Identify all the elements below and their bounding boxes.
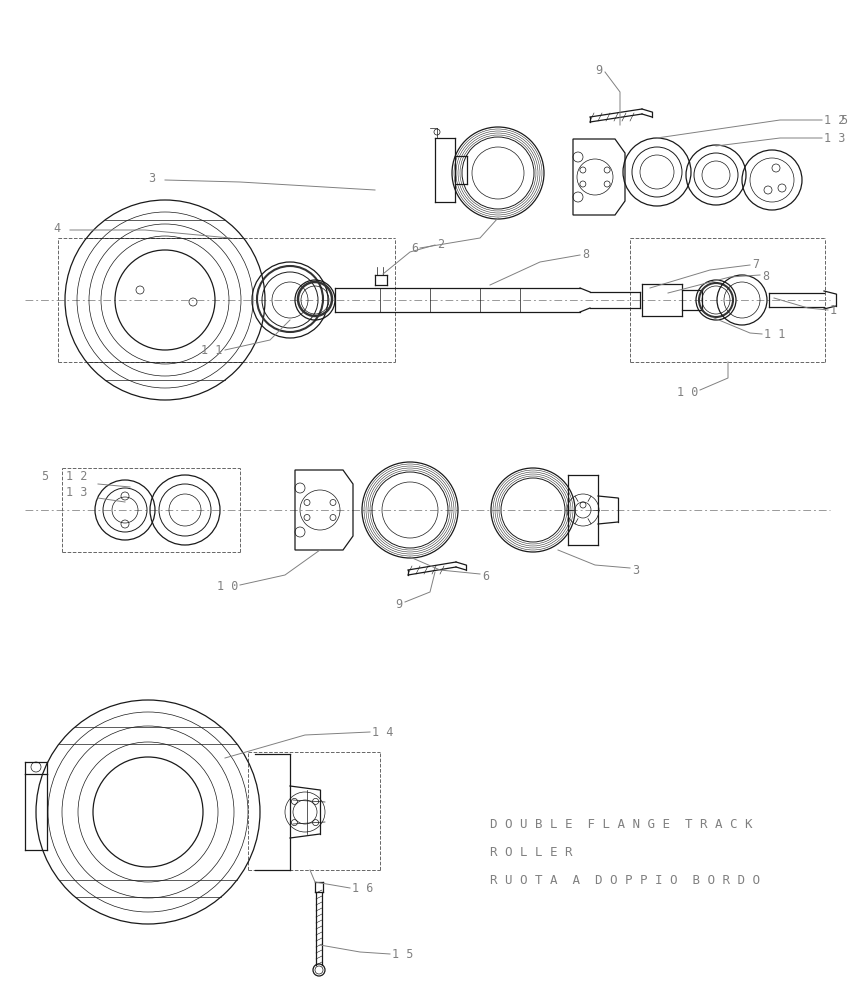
Text: 1: 1	[830, 304, 838, 318]
Text: 1 3: 1 3	[66, 486, 88, 498]
Text: 4: 4	[53, 223, 60, 235]
Text: 1 1: 1 1	[200, 344, 222, 358]
Text: 1 5: 1 5	[392, 948, 413, 962]
Text: 1 3: 1 3	[824, 131, 845, 144]
Text: R O L L E R: R O L L E R	[490, 846, 573, 859]
Text: 3: 3	[148, 172, 155, 184]
Text: 2: 2	[437, 237, 444, 250]
Text: 1 4: 1 4	[372, 726, 394, 740]
Text: 3: 3	[632, 564, 639, 576]
Text: D O U B L E  F L A N G E  T R A C K: D O U B L E F L A N G E T R A C K	[490, 818, 752, 832]
Text: 5: 5	[41, 470, 48, 483]
Text: 1 2: 1 2	[66, 470, 88, 483]
Text: 9: 9	[595, 64, 602, 77]
Text: 8: 8	[762, 269, 769, 282]
Text: 8: 8	[582, 248, 589, 261]
Text: 1 0: 1 0	[676, 385, 698, 398]
Text: 6: 6	[411, 242, 418, 255]
Text: 6: 6	[482, 570, 489, 582]
Text: 1 6: 1 6	[352, 882, 373, 896]
Text: 1 2: 1 2	[824, 113, 845, 126]
Text: 9: 9	[394, 597, 402, 610]
Text: R U O T A  A  D O P P I O  B O R D O: R U O T A A D O P P I O B O R D O	[490, 874, 760, 888]
Text: 7: 7	[752, 258, 759, 271]
Text: 1 0: 1 0	[216, 580, 238, 593]
Text: 1 1: 1 1	[764, 328, 786, 342]
Text: 5: 5	[840, 114, 847, 127]
